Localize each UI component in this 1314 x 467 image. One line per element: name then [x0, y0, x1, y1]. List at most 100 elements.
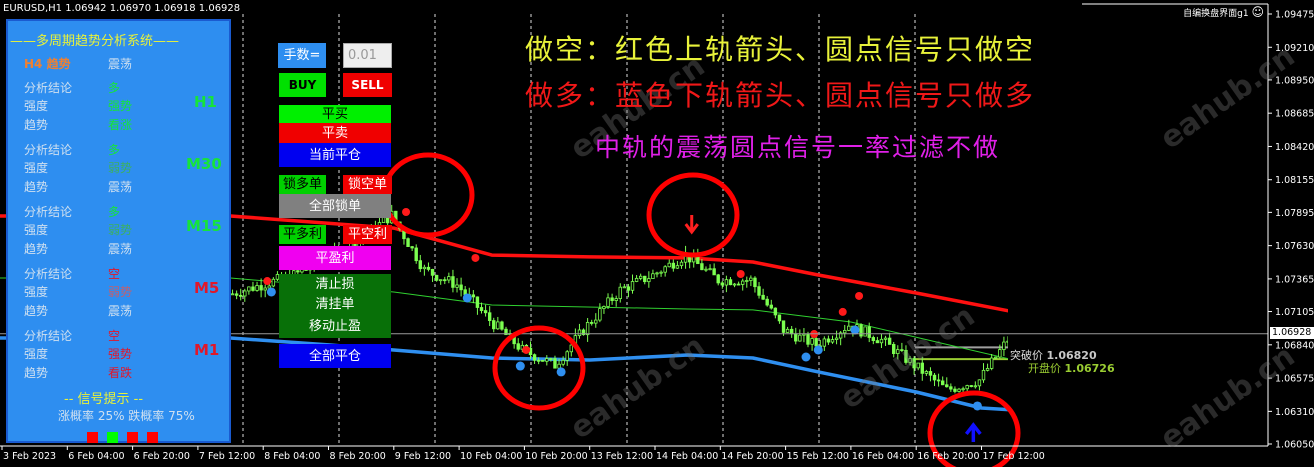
- open-label: 开盘价: [1028, 362, 1061, 375]
- signal-square: [107, 432, 118, 443]
- smiley-icon[interactable]: ☺: [1251, 5, 1264, 19]
- price-tick-label: 1.06050: [1275, 440, 1314, 451]
- strength-label: 强度: [24, 223, 49, 237]
- red-signal-dot: [855, 291, 864, 300]
- candle-body: [483, 310, 488, 314]
- lots-label: 手数=: [278, 43, 326, 68]
- strength-value: 弱势: [108, 161, 133, 175]
- candle-body: [271, 278, 276, 287]
- lots-input[interactable]: 0.01: [343, 43, 392, 68]
- candle-body: [810, 338, 814, 345]
- blue-signal-dot: [813, 345, 823, 355]
- candle-body: [985, 368, 990, 371]
- current-price-tag: 1.06928: [1270, 327, 1314, 339]
- time-tick-label: 8 Feb 20:00: [330, 451, 386, 462]
- close-sell-button[interactable]: 平卖: [279, 123, 391, 143]
- candle-body: [643, 275, 647, 283]
- lock-all-button[interactable]: 全部锁单: [279, 194, 391, 218]
- candle-body: [647, 278, 651, 283]
- candle-body: [712, 268, 716, 276]
- candle-body: [251, 286, 255, 291]
- red-signal-dot: [263, 277, 272, 286]
- close-buy-button[interactable]: 平买: [279, 105, 391, 123]
- price-tick-label: 1.07895: [1275, 208, 1314, 219]
- timeframe-m15-label: M15: [186, 217, 222, 235]
- candle-body: [651, 273, 655, 280]
- time-tick-label: 3 Feb 2023: [3, 451, 56, 462]
- candle-body: [940, 380, 945, 386]
- candle-body: [430, 269, 435, 276]
- strength-value: 弱势: [108, 223, 133, 237]
- conclusion-value: 多: [108, 81, 121, 95]
- conclusion-value: 空: [108, 267, 121, 281]
- candle-body: [932, 374, 937, 381]
- breakout-value: 1.06820: [1046, 349, 1097, 362]
- candle-body: [785, 328, 790, 333]
- candle-body: [422, 266, 427, 270]
- candle-body: [247, 286, 251, 292]
- red-signal-dot: [522, 345, 531, 354]
- blue-signal-dot: [462, 293, 472, 303]
- candle-body: [667, 262, 671, 268]
- clear-pending-button[interactable]: 清挂单: [279, 294, 391, 314]
- candle-body: [765, 298, 769, 306]
- strength-value: 强势: [108, 347, 133, 361]
- red-signal-dot: [838, 307, 847, 316]
- candle-body: [679, 261, 684, 267]
- time-tick-label: 15 Feb 12:00: [787, 451, 849, 462]
- time-tick-label: 10 Feb 04:00: [460, 451, 522, 462]
- candle-body: [475, 296, 480, 308]
- sell-button[interactable]: SELL: [343, 73, 392, 97]
- price-tick-label: 1.08155: [1275, 175, 1314, 186]
- trailing-takeprofit-button[interactable]: 移动止盈: [279, 314, 391, 338]
- buy-button[interactable]: BUY: [279, 73, 326, 97]
- close-current-button[interactable]: 当前平仓: [279, 143, 391, 167]
- trend-value: 看跌: [108, 366, 133, 380]
- lock-short-button[interactable]: 锁空单: [343, 175, 392, 194]
- candle-body: [749, 277, 753, 281]
- highlight-circle: [492, 325, 586, 411]
- annotation-filter-rule: 中轨的震荡圆点信号一率过滤不做: [595, 133, 1001, 162]
- probability-text: 涨概率 25% 跌概率 75%: [58, 409, 195, 423]
- price-tick-label: 1.07105: [1275, 307, 1314, 318]
- candle-body: [234, 293, 239, 296]
- close-short-profit-button[interactable]: 平空利: [343, 225, 392, 244]
- candle-body: [545, 358, 549, 362]
- blue-signal-dot: [556, 367, 566, 377]
- close-long-profit-button[interactable]: 平多利: [279, 225, 326, 244]
- signal-square: [127, 432, 138, 443]
- close-profit-button[interactable]: 平盈利: [279, 246, 391, 270]
- candle-body: [953, 388, 957, 392]
- candle-body: [443, 279, 447, 282]
- candle-body: [1011, 331, 1014, 341]
- conclusion-label: 分析结论: [24, 329, 73, 343]
- close-all-button[interactable]: 全部平仓: [279, 344, 391, 368]
- candle-body: [928, 371, 933, 376]
- candle-body: [594, 319, 598, 324]
- candle-body: [381, 217, 386, 223]
- price-tick-label: 1.08420: [1275, 142, 1314, 153]
- clear-stoploss-button[interactable]: 清止损: [279, 274, 391, 294]
- candle-body: [761, 294, 765, 300]
- candle-body: [794, 333, 798, 342]
- strength-value: 强势: [108, 99, 133, 113]
- candle-body: [406, 238, 410, 248]
- candle-body: [859, 324, 863, 337]
- candle-body: [618, 286, 622, 299]
- candle-body: [741, 280, 745, 285]
- conclusion-label: 分析结论: [24, 267, 73, 281]
- blue-signal-dot: [801, 352, 811, 362]
- top-right-label: 自编换盘界面g1 ☺: [1183, 5, 1264, 19]
- candle-body: [769, 304, 773, 309]
- candle-body: [565, 351, 569, 361]
- open-value: 1.06726: [1064, 362, 1115, 375]
- candle-body: [904, 349, 908, 363]
- price-tick-label: 1.07630: [1275, 241, 1314, 252]
- candle-body: [516, 343, 520, 350]
- candle-body: [945, 384, 949, 388]
- candle-body: [455, 284, 459, 288]
- trend-value: 看涨: [108, 118, 133, 132]
- candle-body: [1002, 341, 1006, 350]
- lock-long-button[interactable]: 锁多单: [279, 175, 326, 194]
